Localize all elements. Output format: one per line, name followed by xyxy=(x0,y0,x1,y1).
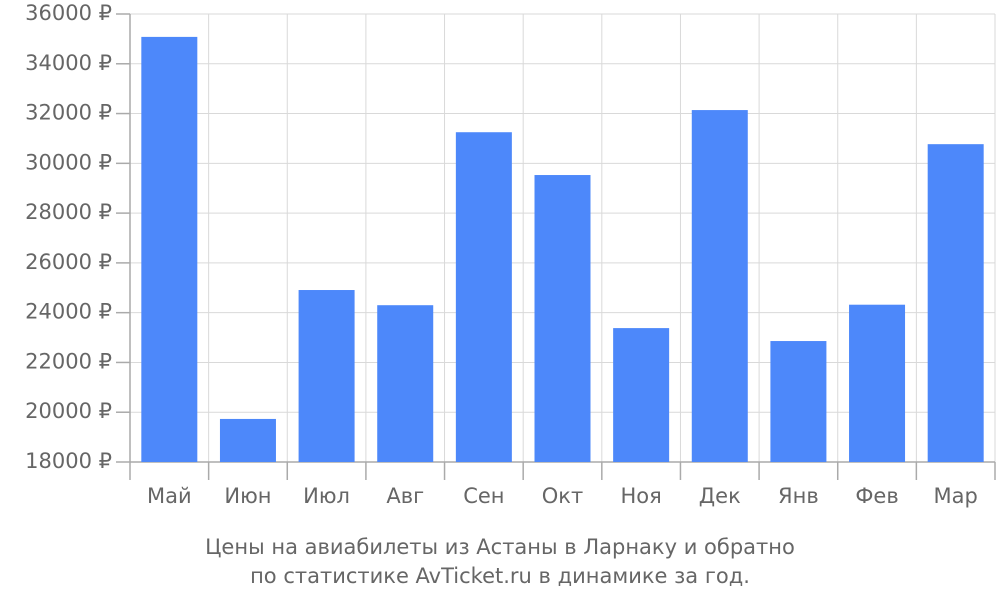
y-tick-label: 32000 ₽ xyxy=(25,101,112,125)
y-tick-label: 30000 ₽ xyxy=(25,150,112,174)
y-tick-label: 28000 ₽ xyxy=(25,200,112,224)
x-tick-label: Июн xyxy=(224,484,271,508)
y-tick-label: 18000 ₽ xyxy=(25,449,112,473)
x-tick-label: Май xyxy=(147,484,192,508)
bar xyxy=(613,328,670,462)
x-tick-label: Окт xyxy=(542,484,583,508)
bar xyxy=(849,304,906,462)
x-tick-label: Авг xyxy=(386,484,424,508)
bar xyxy=(298,290,355,462)
bar xyxy=(141,36,198,463)
x-tick-label: Июл xyxy=(303,484,350,508)
bar xyxy=(534,175,591,462)
bar xyxy=(691,110,748,463)
bar xyxy=(377,305,434,462)
y-tick-label: 36000 ₽ xyxy=(25,1,112,25)
bar xyxy=(927,144,984,462)
y-tick-label: 22000 ₽ xyxy=(25,349,112,373)
bar xyxy=(219,418,276,462)
y-tick-label: 26000 ₽ xyxy=(25,250,112,274)
bar xyxy=(455,132,512,462)
x-tick-label: Ноя xyxy=(620,484,661,508)
x-tick-label: Фев xyxy=(855,484,898,508)
bar xyxy=(770,341,827,462)
x-tick-label: Янв xyxy=(778,484,819,508)
x-tick-label: Дек xyxy=(699,484,741,508)
chart-title: по статистике AvTicket.ru в динамике за … xyxy=(250,564,750,588)
y-tick-label: 34000 ₽ xyxy=(25,51,112,75)
chart-title: Цены на авиабилеты из Астаны в Ларнаку и… xyxy=(205,535,795,559)
x-tick-label: Сен xyxy=(463,484,504,508)
x-tick-label: Мар xyxy=(934,484,978,508)
y-tick-label: 24000 ₽ xyxy=(25,300,112,324)
y-tick-label: 20000 ₽ xyxy=(25,399,112,423)
